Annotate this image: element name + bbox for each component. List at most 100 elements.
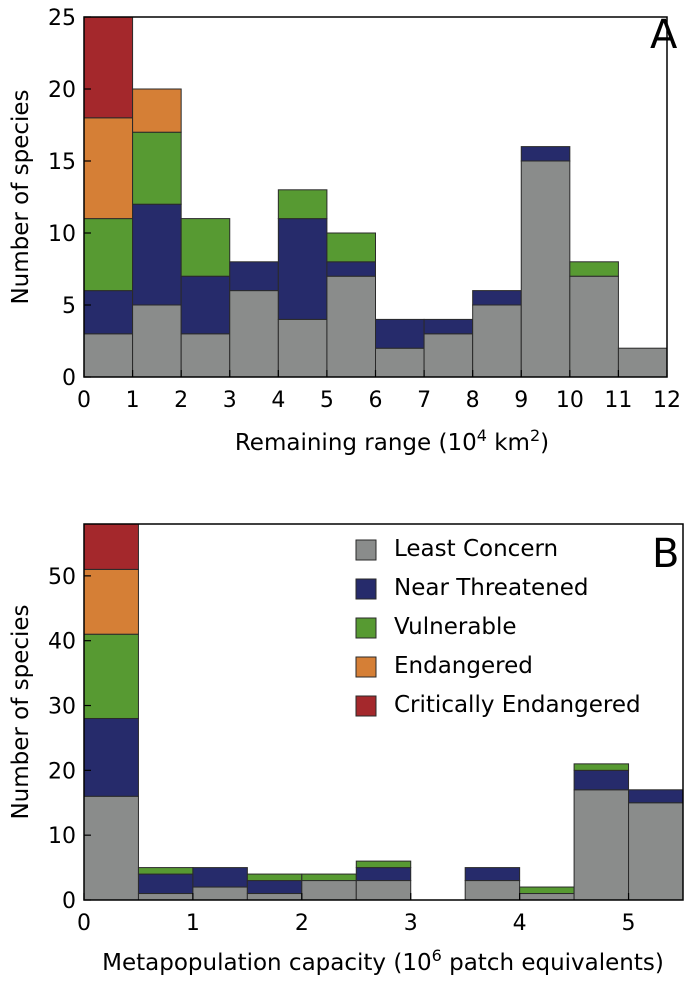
panel-a-y-tick-label: 10 (48, 222, 76, 247)
panel-b-x-tick-label: 2 (295, 911, 309, 936)
legend-label-critically-endangered: Critically Endangered (394, 692, 641, 718)
panel-a-x-label-part2: km (487, 430, 530, 456)
legend-swatch-vulnerable (355, 617, 377, 639)
panel-a-bar-bin9-least-concern (520, 160, 571, 378)
panel-a-bar-bin4-near-threatened (277, 218, 328, 320)
panel-b-bar-bin9-vulnerable (573, 763, 630, 771)
panel-b-bar-bin2-near-threatened (192, 867, 248, 888)
panel-a-bar-bin8-least-concern (472, 304, 522, 378)
panel-a-bar-bin2-least-concern (180, 333, 231, 378)
panel-a-y-tick-label: 5 (62, 294, 76, 319)
panel-b-bar-bin10-near-threatened (628, 789, 684, 804)
panel-a-bar-bin7-near-threatened (423, 318, 474, 335)
panel-a-bar-bin0-least-concern (83, 333, 134, 378)
panel-b-bar-bin1-least-concern (137, 893, 194, 901)
panel-a-y-tick-label: 20 (48, 78, 76, 103)
panel-a-x-tick-label: 1 (126, 388, 140, 413)
panel-a-x-ticks: 0 1 2 3 4 5 6 7 8 9 10 11 12 (77, 370, 681, 413)
panel-b-bar-bin3-vulnerable (246, 873, 303, 882)
panel-b-bar-bin0-endangered (83, 568, 139, 635)
panel-a-bar-bin5-least-concern (326, 275, 376, 378)
panel-a-bar-bin7-least-concern (423, 333, 474, 378)
panel-a-bar-bin9-near-threatened (520, 146, 571, 162)
panel-a-bar-bin4-least-concern (277, 318, 328, 378)
panel-a-bar-bin2-vulnerable (180, 218, 231, 277)
panel-b-x-axis-label: Metapopulation capacity (106 patch equiv… (102, 946, 664, 976)
panel-a-bar-bin4-vulnerable (277, 189, 328, 220)
legend-swatch-near-threatened (355, 578, 377, 600)
panel-b-bar-bin10-least-concern (628, 802, 684, 901)
panel-b-bar-bin3-least-concern (246, 893, 303, 901)
panel-a-bar-bin5-vulnerable (326, 232, 376, 263)
panel-a-bar-bin5-near-threatened (326, 261, 376, 277)
panel-b-frame (83, 523, 684, 901)
panel-b-y-tick-label: 20 (48, 759, 76, 784)
legend-label-near-threatened: Near Threatened (394, 575, 589, 601)
panel-b-x-tick-label: 3 (404, 911, 418, 936)
panel-b-bar-bin8-vulnerable (519, 886, 575, 895)
panel-a-bar-bin0-near-threatened (83, 290, 134, 335)
panel-b-bar-bin4-least-concern (301, 880, 357, 901)
panel-a-bar-bin6-near-threatened (375, 318, 425, 349)
panel-a-bar-bin1-near-threatened (132, 203, 182, 306)
panel-a-x-label-sup2: 2 (530, 426, 540, 445)
panel-b-letter: B (652, 531, 679, 577)
panel-a-bar-bin0-critically-endangered (83, 16, 134, 119)
panel-b-x-label-part1: Metapopulation capacity (10 (102, 950, 431, 976)
panel-b-bar-bin7-least-concern (464, 880, 521, 901)
panel-a-x-tick-label: 3 (223, 388, 237, 413)
panel-b-bar-bin5-near-threatened (355, 867, 412, 882)
panel-b-y-tick-label: 0 (62, 889, 76, 914)
panel-b-y-tick-label: 10 (48, 824, 76, 849)
panel-b-y-tick-label: 30 (48, 695, 76, 720)
panel-a-bar-bin3-least-concern (229, 290, 279, 378)
panel-a-y-axis-label: Number of species (8, 89, 34, 304)
panel-b-bars (83, 523, 684, 901)
panel-a-x-tick-label: 9 (514, 388, 528, 413)
panel-a-bar-bin0-endangered (83, 117, 134, 220)
panel-a-bar-bin1-endangered (132, 88, 182, 133)
panel-a-bar-bin1-least-concern (132, 304, 182, 378)
panel-a-letter: A (650, 12, 678, 58)
panel-b-bar-bin2-least-concern (192, 886, 248, 901)
panel-a-x-tick-label: 8 (466, 388, 480, 413)
legend-label-endangered: Endangered (394, 653, 533, 679)
legend: Least Concern Near Threatened Vulnerable… (355, 536, 641, 718)
panel-b-histogram: 0 10 20 30 40 50 0 1 2 3 4 5 B Number of species M… (8, 523, 684, 976)
panel-a-bar-bin11-least-concern (617, 347, 668, 378)
panel-a-bar-bin8-near-threatened (472, 290, 522, 306)
panel-a-x-label-sup1: 4 (477, 426, 487, 445)
panel-b-bar-bin9-near-threatened (573, 769, 630, 791)
panel-b-x-tick-label: 4 (513, 911, 527, 936)
panel-a-x-tick-label: 11 (604, 388, 632, 413)
panel-a-bar-bin0-vulnerable (83, 218, 134, 292)
panel-b-y-axis-label: Number of species (8, 604, 34, 819)
panel-a-x-tick-label: 12 (653, 388, 681, 413)
panel-a-x-axis-label: Remaining range (104 km2) (235, 426, 549, 456)
panel-b-bar-bin5-least-concern (355, 880, 412, 901)
panel-b-bar-bin8-least-concern (519, 893, 575, 901)
legend-label-least-concern: Least Concern (394, 536, 558, 562)
legend-label-vulnerable: Vulnerable (394, 614, 517, 640)
panel-a-bar-bin2-near-threatened (180, 275, 231, 335)
panel-b-y-tick-label: 50 (48, 565, 76, 590)
panel-b-bar-bin0-vulnerable (83, 633, 139, 719)
panel-a-x-tick-label: 2 (174, 388, 188, 413)
panel-a-x-tick-label: 0 (77, 388, 91, 413)
legend-swatch-critically-endangered (355, 695, 377, 717)
panel-b-bar-bin0-near-threatened (83, 717, 139, 797)
legend-swatch-endangered (355, 656, 377, 678)
panel-a-bar-bin1-vulnerable (132, 131, 182, 205)
panel-a-bar-bin10-least-concern (569, 275, 619, 378)
panel-b-y-tick-label: 40 (48, 630, 76, 655)
panel-b-x-label-part2: patch equivalents) (442, 950, 664, 976)
panel-a-x-tick-label: 5 (320, 388, 334, 413)
legend-swatch-least-concern (355, 539, 377, 561)
panel-a-y-ticks: 0 5 10 15 20 25 (48, 6, 91, 391)
panel-b-bar-bin4-vulnerable (301, 873, 357, 882)
panel-a-bar-bin10-vulnerable (569, 261, 619, 277)
panel-a-x-tick-label: 4 (271, 388, 285, 413)
panel-a-bar-bin3-near-threatened (229, 261, 279, 292)
panel-a-bars (83, 16, 668, 378)
